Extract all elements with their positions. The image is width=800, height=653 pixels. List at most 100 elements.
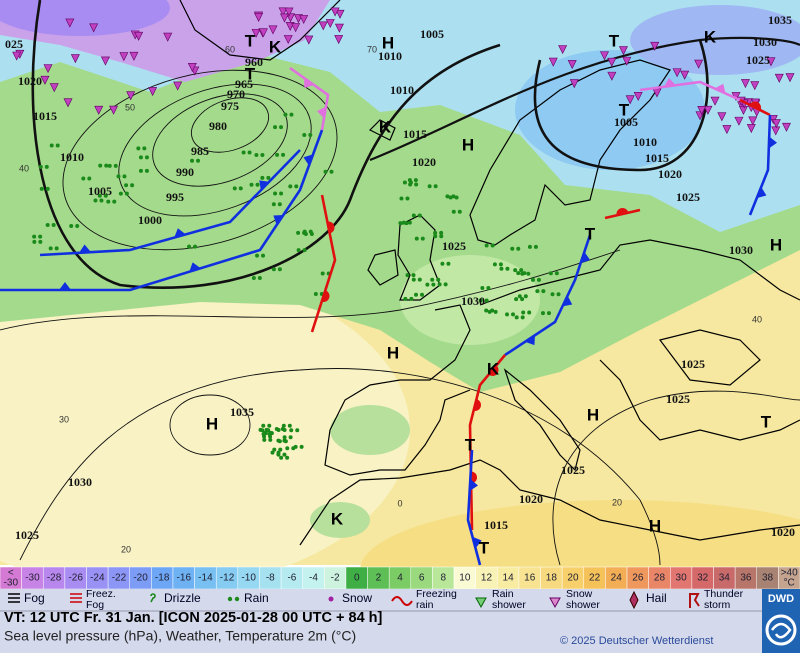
temperature-label: 70: [367, 44, 377, 54]
isobar-label: 1025: [561, 463, 585, 477]
colorbar-label: 34: [719, 573, 731, 584]
rain-symbol: [411, 273, 416, 278]
rain-symbol: [439, 230, 444, 235]
rain-symbol: [402, 180, 407, 185]
occl-front: [639, 80, 741, 102]
snow-shower-symbol: [126, 91, 136, 101]
rain-symbol: [486, 286, 491, 291]
rain-symbol: [87, 176, 92, 181]
isobar-label: 1020: [771, 525, 795, 539]
isobar-label: 970: [227, 87, 245, 101]
snow-shower-symbol: [258, 28, 268, 38]
rain-symbol: [490, 243, 495, 248]
rain-symbol: [541, 289, 546, 294]
rain-symbol: [93, 198, 98, 203]
colorbar-label: 12: [481, 573, 493, 584]
rain-symbol: [38, 239, 43, 244]
rain-symbol: [401, 220, 406, 225]
pressure-center: H: [382, 33, 394, 52]
rain-symbol: [527, 244, 532, 249]
rain-symbol: [282, 452, 287, 457]
rain-symbol: [249, 182, 254, 187]
snow-shower-symbol: [280, 13, 289, 23]
pressure-center: T: [761, 412, 772, 431]
rain-symbol: [266, 175, 271, 180]
rain-symbol: [112, 199, 117, 204]
rain-symbol: [142, 146, 147, 151]
rain-symbol: [405, 196, 410, 201]
snow-shower-symbol: [129, 51, 139, 61]
isobar: [552, 390, 800, 566]
legend-label: Freezing: [416, 588, 457, 600]
occl-front-symbol: [714, 83, 726, 94]
isobar-label: 1030: [753, 35, 777, 49]
colorbar-label: -12: [220, 573, 235, 584]
snow-shower-symbol: [618, 46, 628, 56]
snow-shower-symbol: [12, 51, 22, 61]
isobar-label: 980: [209, 119, 227, 133]
logo-text: DWD: [768, 593, 794, 605]
rain-symbol: [407, 178, 412, 183]
snow-shower-symbol: [680, 70, 690, 80]
isobar-label: 1035: [230, 405, 254, 419]
colorbar-label: 14: [503, 573, 515, 584]
rain-symbol: [420, 236, 425, 241]
rain-symbol: [97, 193, 102, 198]
legend-label: Hail: [646, 591, 667, 605]
rain-symbol: [271, 267, 276, 272]
snow-shower-symbol: [254, 13, 264, 22]
colorbar-label: 8: [440, 573, 446, 584]
legend-label: Rain: [492, 588, 514, 600]
legend-label: Snow: [342, 591, 372, 605]
coastline: [299, 459, 800, 546]
coastline: [324, 304, 471, 476]
snow-shower-symbol: [781, 122, 791, 132]
rain-symbol: [279, 125, 284, 130]
rain-symbol: [144, 155, 149, 160]
rain-symbol: [279, 455, 284, 460]
isobar-label: 1015: [484, 518, 508, 532]
snow-shower-symbol: [278, 7, 288, 17]
cold-front: [466, 449, 482, 566]
rain-symbol: [187, 244, 192, 249]
snow-shower-symbol: [40, 75, 50, 85]
rain-symbol: [279, 191, 284, 196]
cold-front-symbol: [59, 282, 71, 290]
cold-front-symbol: [189, 262, 201, 272]
occl-front-symbol: [317, 106, 327, 119]
isobar: [19, 368, 661, 566]
legend: Fog Freez.Fog Drizzle Rain Snow FreezingrainR…: [8, 588, 744, 611]
thunderstorm-icon: [689, 593, 700, 608]
rain-symbol: [51, 223, 56, 228]
occl-front-symbol: [664, 78, 676, 87]
snow-shower-symbol: [734, 116, 744, 126]
rain-symbol: [457, 209, 462, 214]
rain-symbol: [251, 275, 256, 280]
snow-shower-symbol: [49, 83, 59, 93]
rain-symbol: [484, 308, 489, 313]
cold-front-symbol: [524, 335, 536, 346]
legend-label: Thunder: [704, 588, 744, 600]
temperature-label: 0: [397, 498, 402, 508]
freezing-rain-icon: [391, 596, 413, 606]
rain-symbol: [267, 423, 272, 428]
rain-symbol: [278, 447, 283, 452]
fronts: [0, 66, 777, 566]
rain-symbol: [81, 176, 86, 181]
rain-symbol: [517, 294, 522, 299]
isobar: [169, 394, 251, 456]
rain-symbol: [484, 298, 489, 303]
coastline: [367, 249, 399, 286]
snow-shower-symbol: [148, 87, 158, 97]
snow-shower-symbol: [650, 41, 660, 51]
copyright: © 2025 Deutscher Wetterdienst: [560, 635, 713, 647]
rain-symbol: [285, 446, 290, 451]
rain-symbol: [190, 158, 195, 163]
snow-shower-symbol: [330, 7, 340, 17]
isobars: [0, 0, 800, 566]
pressure-center: K: [704, 27, 717, 46]
rain-symbol: [505, 266, 510, 271]
rain-symbol: [262, 431, 267, 436]
isobar: [369, 36, 800, 162]
